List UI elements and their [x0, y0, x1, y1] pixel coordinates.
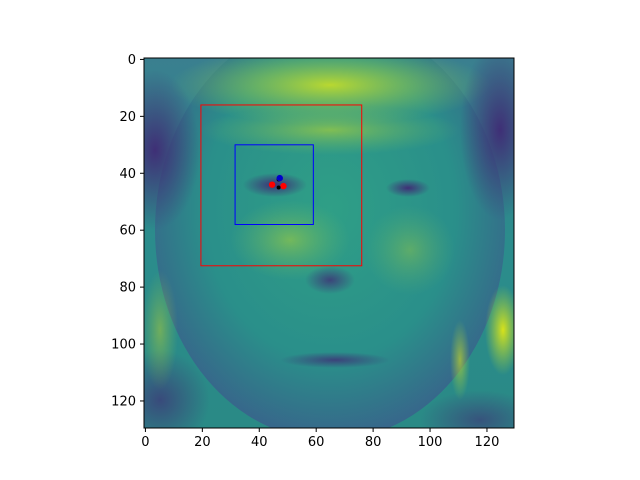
y-tick-label: 100 [111, 338, 136, 353]
x-tick-label: 80 [365, 435, 382, 450]
y-tick-label: 60 [119, 224, 136, 239]
x-tick-label: 40 [251, 435, 268, 450]
face-image [110, 20, 540, 450]
x-tick-label: 100 [418, 435, 443, 450]
x-tick-label: 60 [308, 435, 325, 450]
keypoint-0 [269, 181, 275, 187]
x-tick-label: 20 [194, 435, 211, 450]
y-tick-label: 80 [119, 281, 136, 296]
keypoint-3 [277, 186, 281, 190]
y-tick-label: 40 [119, 167, 136, 182]
y-tick-label: 120 [111, 394, 136, 409]
x-tick-label: 0 [141, 435, 149, 450]
keypoint-4 [277, 175, 283, 181]
x-tick-label: 120 [475, 435, 500, 450]
keypoint-1 [280, 183, 286, 189]
y-tick-label: 20 [119, 110, 136, 125]
y-tick-label: 0 [128, 53, 136, 68]
